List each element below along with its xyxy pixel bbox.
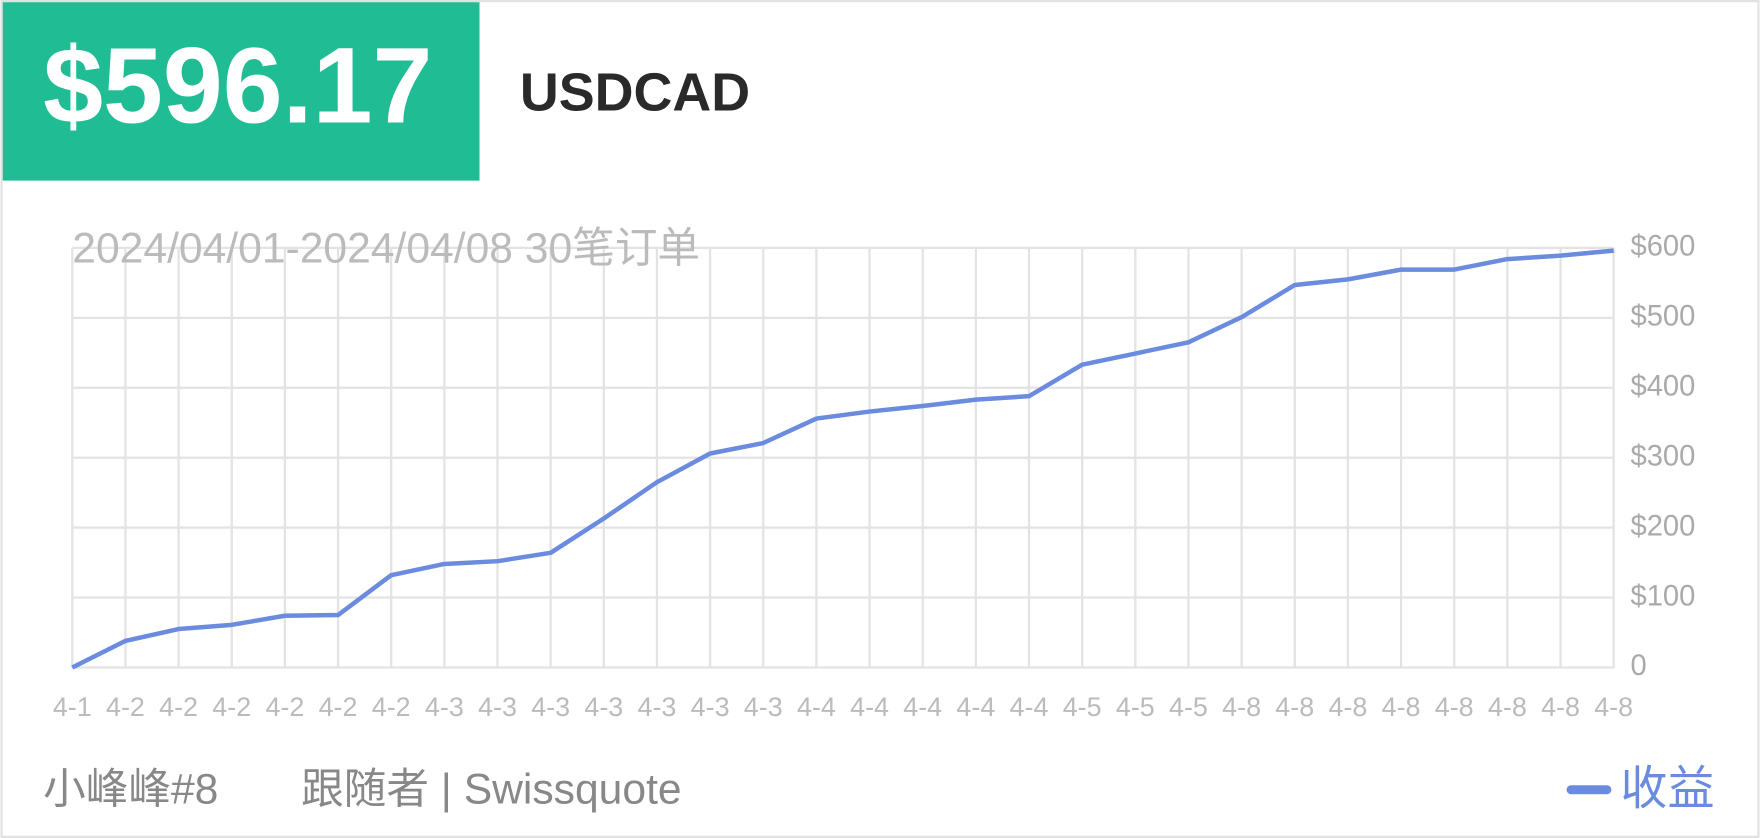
account-name: 小峰峰#8 [43, 765, 218, 813]
x-tick-label: 4-3 [478, 692, 517, 722]
x-tick-label: 4-4 [903, 692, 942, 722]
x-tick-label: 4-4 [797, 692, 836, 722]
line [71, 248, 1614, 670]
x-tick-label: 4-5 [1116, 692, 1155, 722]
x-tick-label: 4-8 [1328, 692, 1367, 722]
x-tick-label: 4-4 [1010, 692, 1049, 722]
x-tick-label: 4-8 [1275, 692, 1314, 722]
x-tick-label: 4-4 [956, 692, 995, 722]
x-tick-label: 4-2 [212, 692, 251, 722]
symbol: USDCAD [520, 63, 750, 123]
account-role: 跟随者 | Swissquote [301, 765, 681, 813]
y-tick-label: $200 [1630, 510, 1695, 542]
legend-label: 收益 [1620, 761, 1714, 814]
x-tick-label: 4-3 [425, 692, 464, 722]
x-tick-label: 4-2 [319, 692, 358, 722]
y-tick-label: $400 [1630, 370, 1695, 402]
x-tick-label: 4-3 [531, 692, 570, 722]
x-tick-label: 4-8 [1435, 692, 1474, 722]
y-tick-label: $600 [1630, 231, 1695, 263]
x-tick-label: 4-8 [1594, 692, 1633, 722]
x-tick-label: 4-3 [638, 692, 677, 722]
y-tick-label: 0 [1630, 650, 1646, 682]
x-tick-label: 4-3 [744, 692, 783, 722]
amount: $596.17 [43, 26, 432, 146]
x-tick-label: 4-1 [53, 692, 92, 722]
x-tick-label: 4-8 [1222, 692, 1261, 722]
x-tick-label: 4-5 [1169, 692, 1208, 722]
y-tick-label: $300 [1630, 440, 1695, 472]
x-tick-label: 4-8 [1382, 692, 1421, 722]
x-tick-label: 4-2 [372, 692, 411, 722]
x-tick-label: 4-2 [265, 692, 304, 722]
x-tick-label: 4-8 [1541, 692, 1580, 722]
x-tick-label: 4-5 [1063, 692, 1102, 722]
y-tick-label: $500 [1630, 301, 1695, 333]
x-tick-label: 4-4 [850, 692, 889, 722]
chart-subtitle: 2024/04/01-2024/04/08 30笔订单 [72, 225, 700, 273]
x-tick-label: 4-8 [1488, 692, 1527, 722]
x-tick-label: 4-2 [159, 692, 198, 722]
y-tick-label: $100 [1630, 580, 1695, 612]
x-tick-label: 4-2 [106, 692, 145, 722]
x-tick-label: 4-3 [691, 692, 730, 722]
chart: 0 $100 $200 $300 $400 $500 $600 2024/04/01-2024… [53, 225, 1715, 815]
amount-badge [2, 2, 480, 181]
x-tick-label: 4-3 [584, 692, 623, 722]
